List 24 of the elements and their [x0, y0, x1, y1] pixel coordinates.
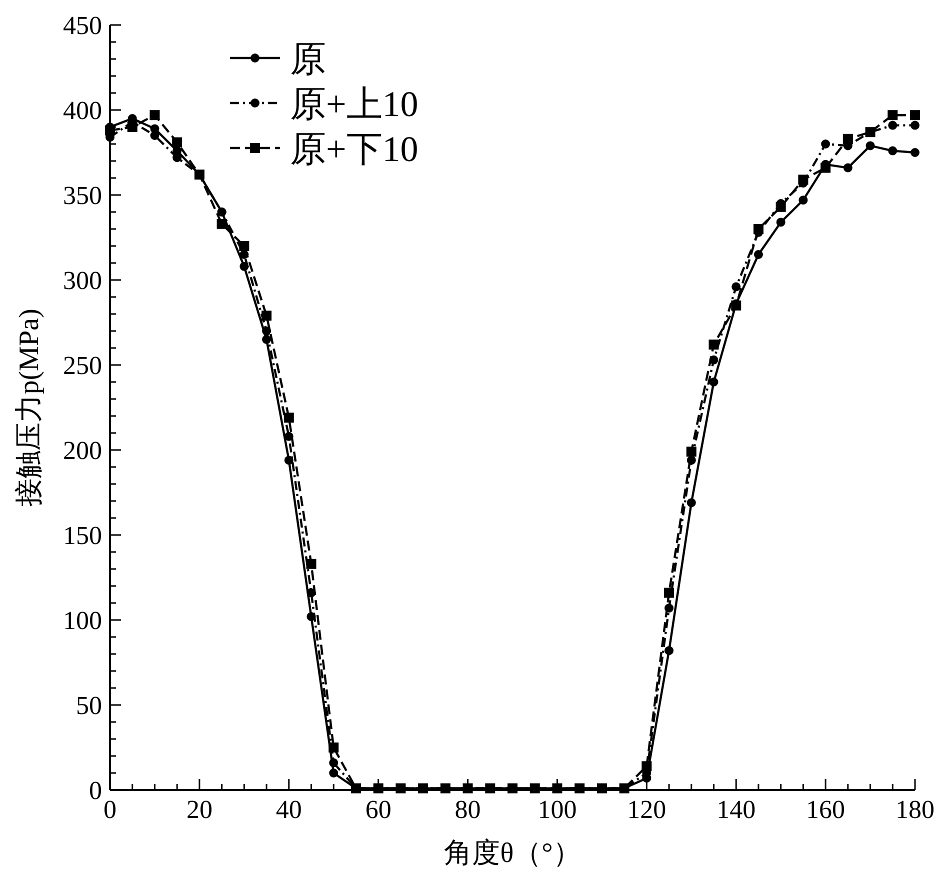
x-tick-label: 120 — [627, 795, 666, 824]
y-tick-label: 50 — [76, 691, 102, 720]
x-tick-label: 80 — [454, 795, 481, 824]
legend-label: 原+上10 — [290, 84, 418, 124]
x-tick-label: 40 — [276, 795, 302, 824]
legend-label: 原+下10 — [290, 129, 418, 169]
legend-label: 原 — [290, 39, 326, 79]
y-tick-label: 350 — [63, 181, 102, 210]
y-tick-label: 250 — [63, 351, 102, 380]
y-tick-label: 150 — [63, 521, 102, 550]
x-tick-label: 160 — [806, 795, 846, 824]
y-tick-label: 450 — [63, 11, 102, 40]
x-tick-label: 180 — [896, 795, 934, 824]
x-tick-label: 140 — [716, 795, 756, 824]
y-tick-label: 100 — [63, 606, 102, 635]
x-axis-title: 角度θ（°） — [444, 838, 581, 869]
x-tick-label: 20 — [186, 795, 212, 824]
x-tick-label: 100 — [538, 795, 577, 824]
y-tick-label: 200 — [63, 436, 102, 465]
y-axis-title: 接触压力p(MPa) — [14, 308, 45, 506]
y-tick-label: 0 — [89, 776, 102, 805]
y-tick-label: 300 — [63, 266, 102, 295]
y-tick-label: 400 — [63, 96, 102, 125]
x-tick-label: 60 — [365, 795, 392, 824]
